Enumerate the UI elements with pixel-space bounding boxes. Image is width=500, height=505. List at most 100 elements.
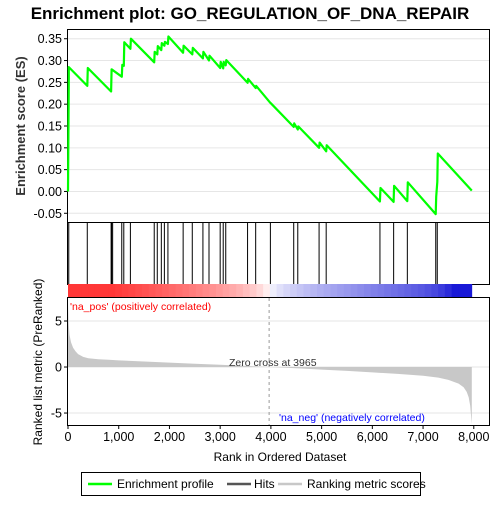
negative-correlated-label: 'na_neg' (negatively correlated) bbox=[279, 412, 425, 424]
x-axis-ticks: 0 1,000 2,000 3,000 4,000 5,000 6,000 7,000 8,00… bbox=[65, 425, 489, 444]
gradient-segment bbox=[384, 284, 392, 297]
gradient-segment bbox=[263, 284, 271, 297]
gradient-segment bbox=[222, 284, 230, 297]
gradient-segment bbox=[256, 284, 264, 297]
es-tick-label: 0.20 bbox=[38, 98, 62, 112]
gradient-segment bbox=[269, 284, 278, 297]
es-tick-label: 0.05 bbox=[38, 163, 62, 177]
x-tick-label: 2,000 bbox=[154, 430, 185, 444]
chart-title: Enrichment plot: GO_REGULATION_OF_DNA_RE… bbox=[31, 4, 470, 23]
es-tick-label: 0.15 bbox=[38, 120, 62, 134]
gradient-segment bbox=[216, 284, 224, 297]
x-tick-label: 8,000 bbox=[458, 430, 489, 444]
es-y-axis-label: Enrichment score (ES) bbox=[13, 56, 28, 195]
gradient-segment bbox=[411, 284, 419, 297]
gradient-segment bbox=[438, 284, 446, 297]
x-tick-label: 6,000 bbox=[357, 430, 388, 444]
x-tick-label: 5,000 bbox=[306, 430, 337, 444]
gradient-segment bbox=[148, 284, 156, 297]
positive-correlated-label: 'na_pos' (positively correlated) bbox=[70, 301, 211, 313]
es-y-ticks: -0.05 0.00 0.05 0.10 0.15 0.20 0.25 0.30 0.35 bbox=[34, 32, 68, 221]
x-tick-label: 0 bbox=[65, 430, 72, 444]
gradient-segment bbox=[417, 284, 426, 297]
gradient-segment bbox=[81, 284, 89, 297]
gradient-segment bbox=[121, 284, 129, 297]
es-grid bbox=[68, 38, 489, 214]
gradient-segment bbox=[182, 284, 190, 297]
gradient-segment bbox=[444, 284, 452, 297]
gradient-segment bbox=[135, 284, 143, 297]
legend-label-ranking: Ranking metric scores bbox=[307, 477, 426, 491]
gradient-segment bbox=[391, 284, 399, 297]
gradient-segment bbox=[101, 284, 109, 297]
gradient-segment bbox=[283, 284, 291, 297]
gradient-segment bbox=[276, 284, 284, 297]
es-tick-label: -0.05 bbox=[34, 207, 63, 221]
gradient-segment bbox=[142, 284, 150, 297]
legend-item-profile: Enrichment profile bbox=[88, 477, 214, 491]
gradient-segment bbox=[175, 284, 183, 297]
gradient-segment bbox=[209, 284, 217, 297]
ranked-metric-area bbox=[68, 302, 472, 425]
gradient-segment bbox=[316, 284, 325, 297]
gradient-segment bbox=[465, 284, 473, 297]
enrichment-profile-line bbox=[66, 35, 473, 216]
ranking-gradient-bar bbox=[68, 284, 473, 297]
gradient-segment bbox=[189, 284, 197, 297]
metric-tick-label: -5 bbox=[51, 407, 62, 421]
gradient-segment bbox=[364, 284, 372, 297]
gradient-segment bbox=[424, 284, 432, 297]
es-tick-label: 0.25 bbox=[38, 76, 62, 90]
gradient-segment bbox=[236, 284, 244, 297]
gradient-segment bbox=[68, 284, 76, 297]
gradient-segment bbox=[296, 284, 304, 297]
metric-tick-label: 0 bbox=[55, 361, 62, 375]
gradient-segment bbox=[88, 284, 96, 297]
gradient-segment bbox=[343, 284, 352, 297]
gradient-segment bbox=[195, 284, 203, 297]
gradient-segment bbox=[74, 284, 82, 297]
hits-panel-frame bbox=[67, 222, 490, 285]
legend-item-ranking: Ranking metric scores bbox=[278, 477, 426, 491]
gradient-segment bbox=[303, 284, 311, 297]
legend-item-hits: Hits bbox=[227, 477, 275, 491]
gradient-segment bbox=[350, 284, 358, 297]
x-tick-label: 3,000 bbox=[205, 430, 236, 444]
legend-label-profile: Enrichment profile bbox=[117, 477, 214, 491]
metric-tick-label: 5 bbox=[55, 315, 62, 329]
gradient-segment bbox=[249, 284, 257, 297]
metric-y-axis-label: Ranked list metric (PreRanked) bbox=[31, 279, 45, 446]
x-axis-label: Rank in Ordered Dataset bbox=[214, 450, 347, 464]
zero-cross-label: Zero cross at 3965 bbox=[229, 357, 317, 369]
x-tick-label: 1,000 bbox=[103, 430, 134, 444]
gradient-segment bbox=[323, 284, 331, 297]
es-tick-label: 0.30 bbox=[38, 54, 62, 68]
gradient-segment bbox=[370, 284, 378, 297]
gradient-segment bbox=[94, 284, 103, 297]
gradient-segment bbox=[290, 284, 298, 297]
x-tick-label: 7,000 bbox=[407, 430, 438, 444]
gradient-segment bbox=[168, 284, 177, 297]
gradient-segment bbox=[337, 284, 345, 297]
gradient-segment bbox=[202, 284, 210, 297]
gradient-segment bbox=[242, 284, 251, 297]
gradient-segment bbox=[458, 284, 466, 297]
gradient-segment bbox=[162, 284, 170, 297]
x-tick-label: 4,000 bbox=[255, 430, 286, 444]
metric-y-ticks: -5 0 5 bbox=[51, 315, 68, 421]
es-tick-label: 0.35 bbox=[38, 32, 62, 46]
es-tick-label: 0.10 bbox=[38, 141, 62, 155]
gradient-segment bbox=[404, 284, 412, 297]
gradient-segment bbox=[451, 284, 459, 297]
gradient-segment bbox=[310, 284, 318, 297]
hit-markers bbox=[68, 223, 438, 284]
legend-label-hits: Hits bbox=[254, 477, 275, 491]
gradient-segment bbox=[397, 284, 405, 297]
gradient-segment bbox=[357, 284, 365, 297]
gradient-segment bbox=[330, 284, 338, 297]
es-tick-label: 0.00 bbox=[38, 185, 62, 199]
gradient-segment bbox=[431, 284, 439, 297]
gradient-segment bbox=[377, 284, 385, 297]
gradient-segment bbox=[229, 284, 237, 297]
